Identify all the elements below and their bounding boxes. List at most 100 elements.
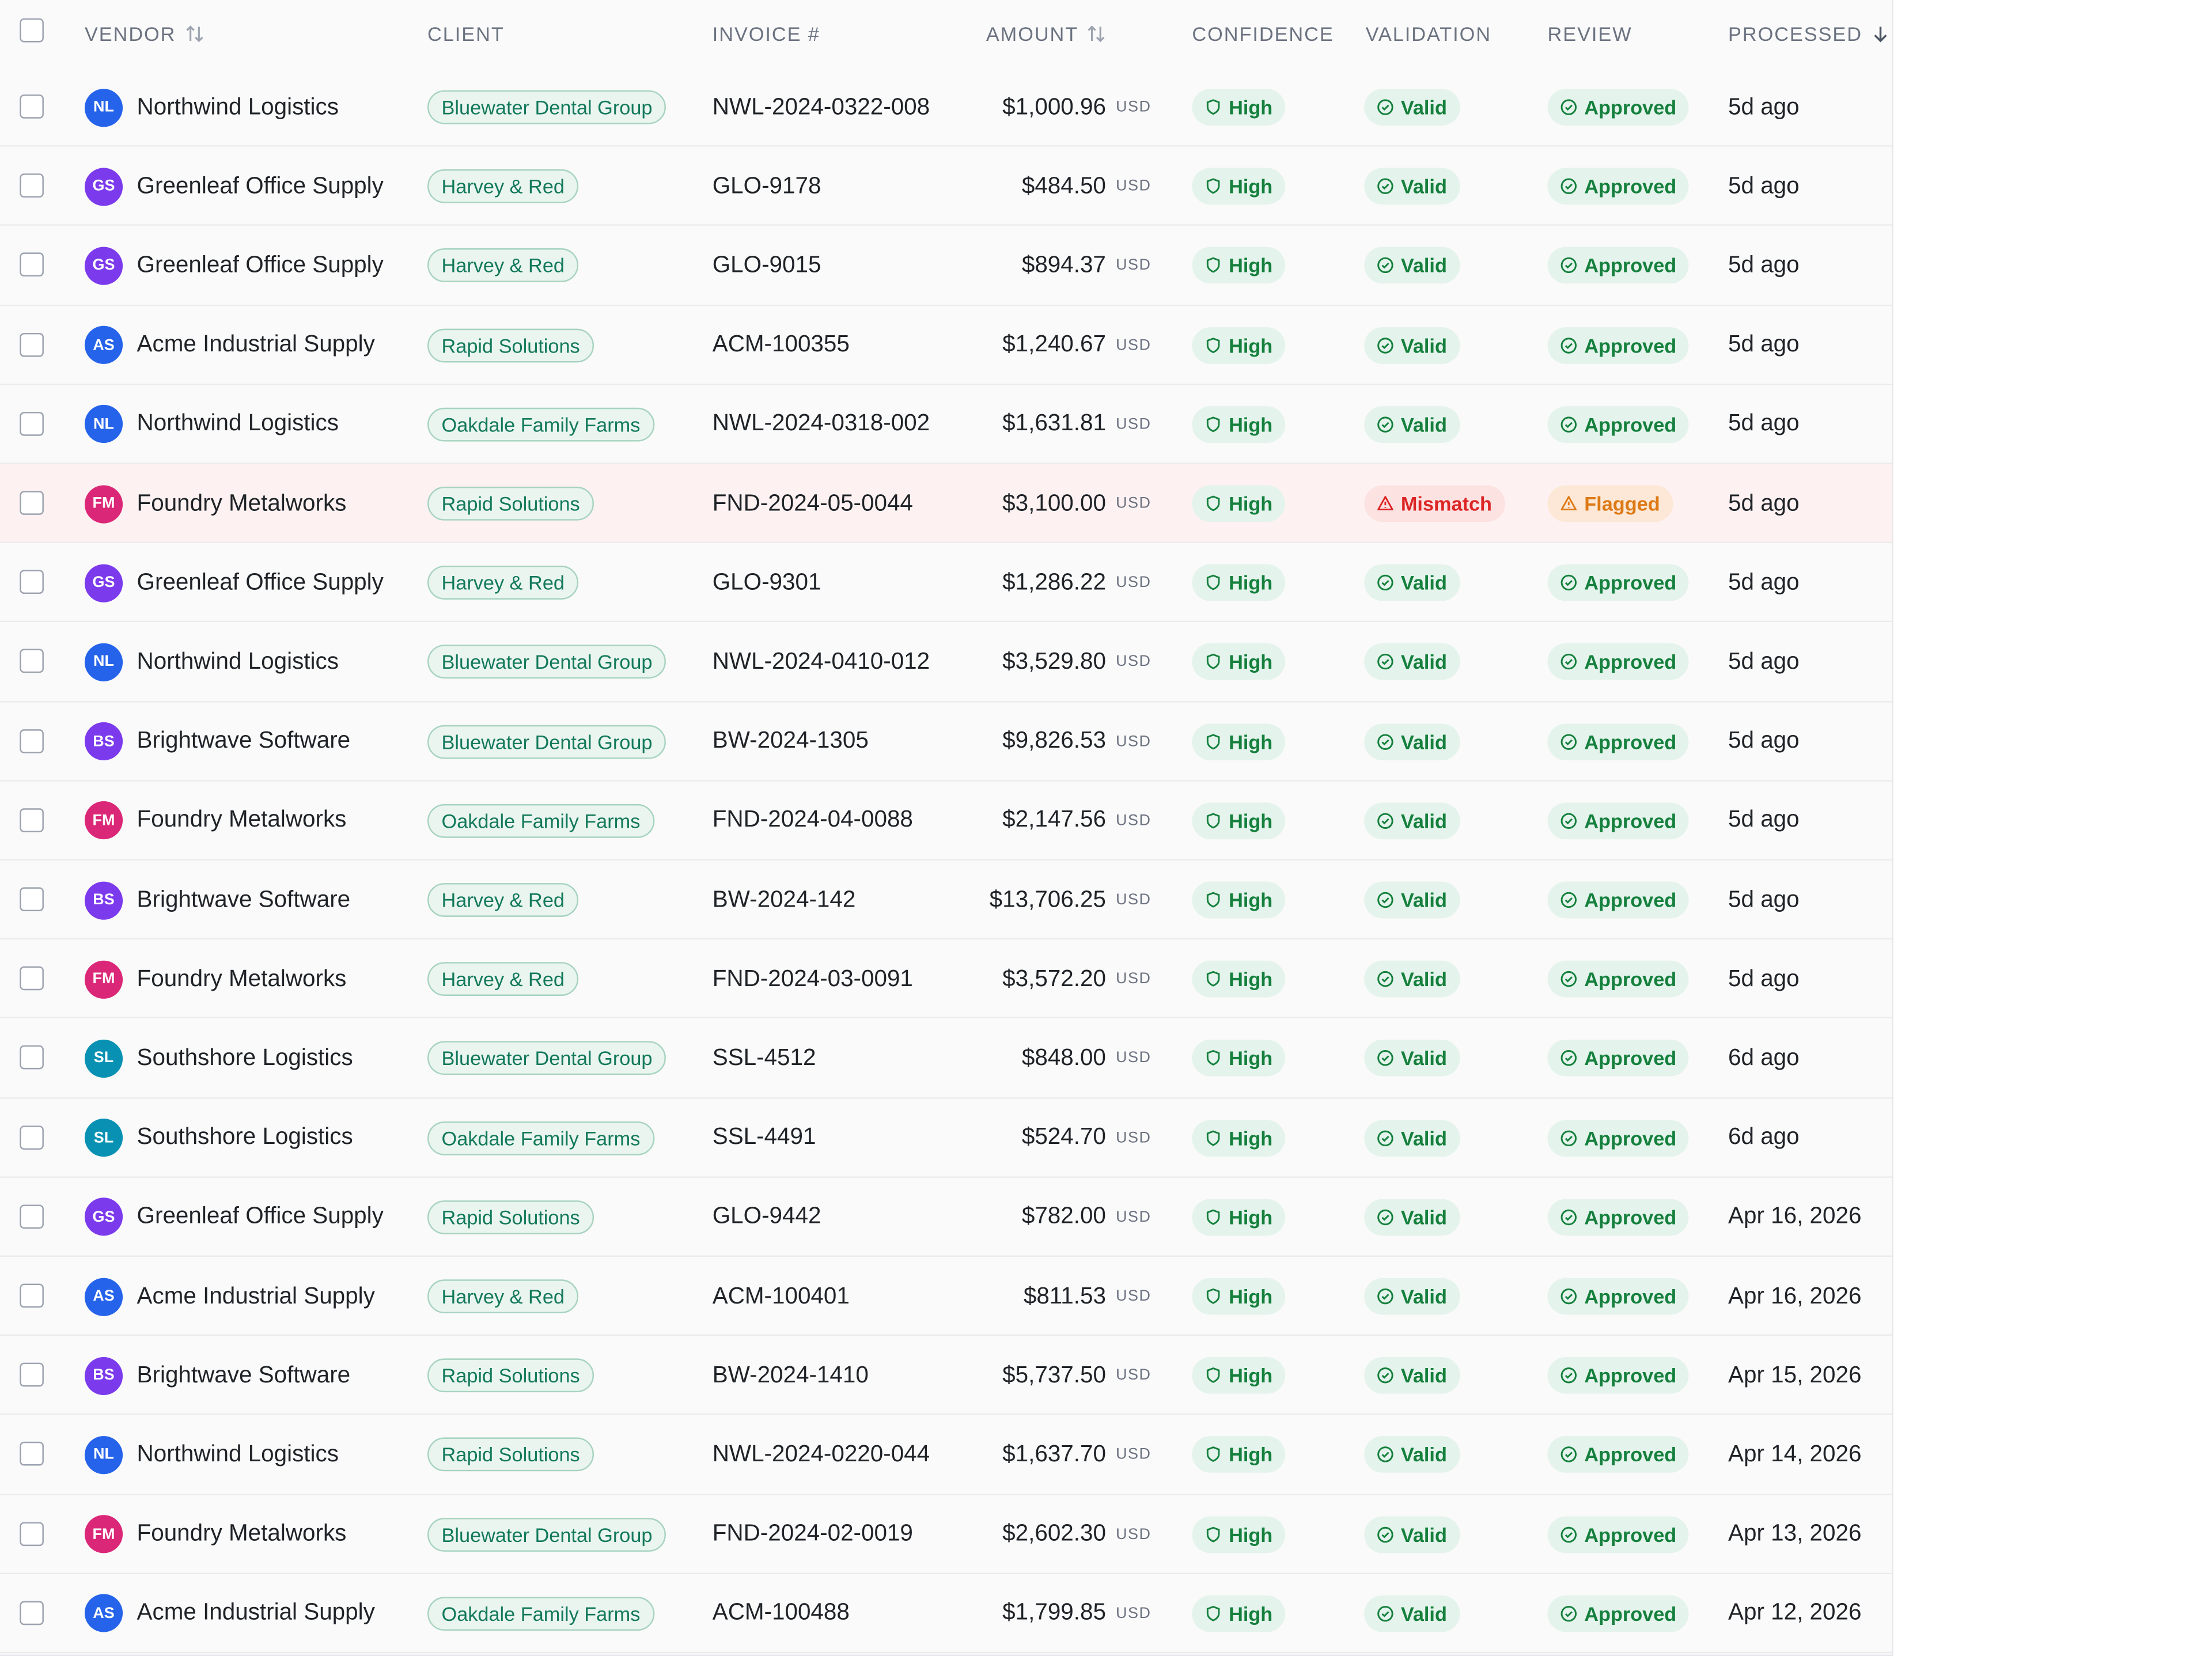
row-checkbox[interactable]: [20, 411, 44, 436]
row-checkbox[interactable]: [20, 1283, 44, 1308]
review-badge: Approved: [1547, 1119, 1690, 1157]
amount: $13,706.25: [989, 886, 1106, 912]
table-row[interactable]: SL Southshore Logistics Bluewater Dental G…: [0, 1019, 1892, 1098]
row-checkbox[interactable]: [20, 1125, 44, 1149]
vendor-name: Brightwave Software: [137, 886, 351, 912]
row-checkbox[interactable]: [20, 729, 44, 753]
amount-cell: $811.53 USD: [1024, 1257, 1152, 1336]
vendor-name: Brightwave Software: [137, 727, 351, 753]
row-checkbox[interactable]: [20, 887, 44, 912]
status-icon: [1377, 971, 1393, 987]
vendor-avatar: AS: [84, 1277, 123, 1316]
badge-text: Valid: [1400, 730, 1447, 753]
badge-text: Approved: [1584, 809, 1677, 832]
review-badge: Approved: [1547, 1357, 1690, 1394]
table-row[interactable]: BS Brightwave Software Rapid Solutions BW-2…: [0, 1336, 1892, 1416]
vendor-avatar: NL: [84, 1435, 123, 1474]
processed-header[interactable]: PROCESSED: [1728, 22, 1891, 45]
row-checkbox[interactable]: [20, 1363, 44, 1387]
amount: $1,286.22: [1002, 569, 1106, 595]
status-icon: [1206, 1050, 1220, 1066]
table-row[interactable]: FM Foundry Metalworks Harvey & Red FND-2024…: [0, 939, 1892, 1020]
row-checkbox[interactable]: [20, 332, 44, 357]
client-cell: Bluewater Dental Group: [427, 702, 666, 781]
row-checkbox[interactable]: [20, 649, 44, 674]
amount-cell: $848.00 USD: [1022, 1019, 1152, 1098]
select-all-checkbox[interactable]: [20, 18, 44, 43]
table-row[interactable]: FM Foundry Metalworks Bluewater Dental Gro…: [0, 1494, 1892, 1574]
row-checkbox[interactable]: [20, 1204, 44, 1229]
processed-time: 5d ago: [1728, 886, 1800, 912]
table-row[interactable]: AS Acme Industrial Supply Oakdale Family F…: [0, 1574, 1892, 1654]
row-checkbox[interactable]: [20, 1521, 44, 1546]
client-pill: Harvey & Red: [427, 962, 579, 996]
vendor-cell: FM Foundry Metalworks: [84, 464, 346, 543]
table-row[interactable]: AS Acme Industrial Supply Harvey & Red ACM-…: [0, 1257, 1892, 1336]
invoice-cell: FND-2024-05-0044: [713, 464, 913, 543]
validation-badge: Valid: [1364, 1040, 1460, 1077]
status-icon: [1560, 99, 1577, 115]
vendor-cell: AS Acme Industrial Supply: [84, 1257, 375, 1336]
row-checkbox[interactable]: [20, 1045, 44, 1070]
vendor-cell: BS Brightwave Software: [84, 1336, 350, 1415]
currency: USD: [1116, 653, 1152, 671]
confidence-badge: High: [1192, 723, 1286, 760]
amount-header[interactable]: AMOUNT: [986, 22, 1107, 45]
row-checkbox[interactable]: [20, 173, 44, 198]
processed-time: 5d ago: [1728, 807, 1800, 833]
row-checkbox[interactable]: [20, 1601, 44, 1625]
row-checkbox[interactable]: [20, 1442, 44, 1466]
vendor-header[interactable]: VENDOR: [85, 22, 204, 45]
table-row[interactable]: SL Southshore Logistics Oakdale Family Far…: [0, 1098, 1892, 1178]
status-icon: [1206, 257, 1220, 274]
table-row[interactable]: FM Foundry Metalworks Rapid Solutions FND-2…: [0, 464, 1892, 544]
status-icon: [1560, 1447, 1577, 1463]
table-row[interactable]: NL Northwind Logistics Oakdale Family Farm…: [0, 385, 1892, 464]
confidence-badge: High: [1192, 247, 1286, 285]
vendor-cell: NL Northwind Logistics: [84, 623, 339, 702]
vendor-cell: SL Southshore Logistics: [84, 1098, 353, 1177]
review-badge: Approved: [1547, 168, 1690, 205]
table-row[interactable]: FM Foundry Metalworks Oakdale Family Farms…: [0, 781, 1892, 861]
review-cell: Approved: [1547, 1098, 1690, 1177]
status-icon: [1377, 1209, 1393, 1225]
review-cell: Flagged: [1547, 464, 1673, 543]
status-icon: [1377, 733, 1393, 749]
row-checkbox[interactable]: [20, 808, 44, 832]
table-row[interactable]: NL Northwind Logistics Bluewater Dental Gr…: [0, 67, 1892, 147]
table-row[interactable]: GS Greenleaf Office Supply Harvey & Red GLO…: [0, 543, 1892, 623]
invoice-number: NWL-2024-0220-044: [712, 1441, 930, 1467]
table-row[interactable]: BS Brightwave Software Bluewater Dental Gr…: [0, 702, 1892, 782]
badge-text: Approved: [1584, 175, 1677, 198]
client-pill: Oakdale Family Farms: [427, 1120, 654, 1155]
row-checkbox[interactable]: [20, 253, 44, 277]
badge-text: Valid: [1400, 1285, 1447, 1308]
row-checkbox[interactable]: [20, 491, 44, 515]
table-row[interactable]: NL Northwind Logistics Rapid Solutions NWL-…: [0, 1415, 1892, 1495]
status-icon: [1560, 416, 1577, 433]
table-row[interactable]: NL Northwind Logistics Bluewater Dental Gr…: [0, 622, 1892, 702]
table-row[interactable]: BS Brightwave Software Harvey & Red BW-2024…: [0, 860, 1892, 940]
row-checkbox[interactable]: [20, 967, 44, 991]
table-row[interactable]: GS Greenleaf Office Supply Rapid Solutions…: [0, 1177, 1892, 1257]
table-row[interactable]: AS Acme Industrial Supply Rapid Solutions A…: [0, 305, 1892, 385]
row-checkbox[interactable]: [20, 94, 44, 119]
table-row[interactable]: GS Greenleaf Office Supply Harvey & Red GLO…: [0, 226, 1892, 306]
invoice-number: GLO-9178: [712, 173, 821, 199]
vendor-cell: GS Greenleaf Office Supply: [84, 1177, 384, 1256]
confidence-cell: High: [1192, 781, 1286, 860]
vendor-cell: BS Brightwave Software: [84, 861, 351, 939]
badge-text: Valid: [1400, 1047, 1447, 1070]
client-cell: Bluewater Dental Group: [427, 623, 666, 702]
review-badge: Approved: [1547, 564, 1690, 601]
invoice-number: BW-2024-1305: [712, 727, 869, 753]
vendor-cell: BS Brightwave Software: [84, 702, 351, 781]
row-checkbox[interactable]: [20, 570, 44, 594]
amount: $9,826.53: [1002, 727, 1106, 753]
badge-text: Approved: [1584, 1364, 1677, 1387]
vendor-avatar: NL: [84, 405, 123, 444]
table-row[interactable]: GS Greenleaf Office Supply Harvey & Red GLO…: [0, 147, 1892, 226]
processed-cell: 5d ago: [1728, 543, 1800, 622]
status-icon: [1206, 1526, 1220, 1542]
amount: $1,799.85: [1002, 1600, 1106, 1625]
